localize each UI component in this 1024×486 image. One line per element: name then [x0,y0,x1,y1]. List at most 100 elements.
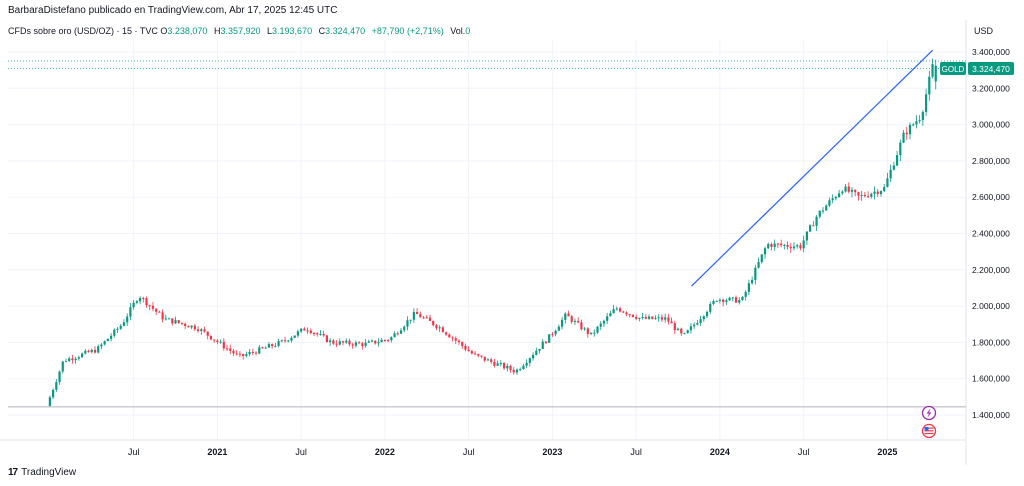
candle-body [931,64,934,77]
volume-value: 0 [465,26,471,36]
candle-body [445,332,448,335]
candle-body [873,191,876,194]
published-by: BarbaraDistefano publicado en TradingVie… [8,5,338,16]
candle-body [615,308,618,310]
candle-body [799,245,802,249]
candle-body [686,330,689,334]
candle-body [683,333,686,335]
candle-body [863,194,866,197]
candle-body [177,320,180,323]
candle-body [68,358,71,362]
candle-body [454,338,457,341]
candle-body [296,331,300,336]
candle-body [796,245,799,247]
candle-body [560,319,564,327]
candle-body [557,326,560,331]
candle-body [393,333,396,338]
candle-body [55,382,58,390]
candle-body [622,311,625,313]
y-tick-label: 3.200,000 [972,83,1010,93]
candle-body [93,349,97,353]
candle-body [641,316,644,318]
candle-body [838,193,841,197]
candle-body [773,243,776,247]
candle-body [667,317,670,322]
candle-body [812,225,815,227]
candle-body [219,341,222,343]
candle-body [928,76,931,95]
candle-body [48,397,51,406]
candle-body [280,340,283,342]
price-tag: GOLD 3.324,470 [940,62,1014,75]
candle-body [589,332,593,334]
candle-body [673,323,676,331]
candle-body [97,346,100,353]
candle-body [432,320,435,326]
candle-body [847,186,850,192]
us-flag-icon[interactable] [921,423,937,439]
candle-body [499,363,502,365]
candle-body [554,330,557,335]
symbol-name[interactable]: CFDs sobre oro (USD/OZ) · 15 · TVC [8,26,158,36]
candle-body [908,124,912,135]
candle-body [77,357,80,359]
candle-body [367,341,370,343]
candle-body [119,325,122,329]
candle-body [747,283,751,292]
y-tick-label: 3.000,000 [972,120,1010,130]
price-tag-symbol-box [940,62,966,75]
grid-lines [0,20,967,465]
candle-body [754,267,757,280]
candle-body [892,165,895,170]
candle-body [573,320,577,322]
candle-body [103,341,106,345]
candle-body [277,341,280,346]
candle-body [866,196,870,198]
candle-body [618,308,622,312]
x-tick-label: Jul [630,447,642,457]
candle-body [406,320,409,327]
candle-body [879,191,883,194]
candle-body [222,341,225,349]
candle-body [303,328,306,331]
tradingview-logo[interactable]: 17 TradingView [8,467,76,478]
candle-body [209,335,213,340]
candle-body [425,317,428,319]
candle-body [934,65,937,82]
candle-body [850,189,854,192]
candle-body [145,298,148,306]
candle-body [702,316,705,320]
candle-body [886,178,889,187]
candle-body [502,363,506,369]
candle-body [602,320,606,324]
candle-body [106,338,109,342]
candle-body [699,319,702,324]
candle-body [113,329,116,336]
volume-label: Vol. [450,26,466,36]
candle-body [348,340,351,345]
candle-body [409,319,412,321]
candle-body [461,342,464,346]
candle-body [525,362,528,366]
currency-label[interactable]: USD [974,26,994,36]
candle-body [399,330,403,334]
candle-body [586,328,589,334]
candle-body [148,305,151,307]
candle-body [776,243,779,245]
candle-body [490,359,493,362]
candle-body [155,308,158,312]
candle-body [924,94,928,112]
candle-body [428,317,432,321]
candle-body [51,389,55,398]
candle-body [483,356,486,361]
high-value: 3.357,920 [220,26,261,36]
lightning-icon[interactable] [921,405,937,421]
candle-body [341,341,345,343]
candle-body [828,200,831,206]
high-label: H [213,26,221,36]
candle-body [767,244,770,249]
candle-body [580,322,583,330]
candle-body [184,323,187,327]
trend-line[interactable] [691,49,934,287]
